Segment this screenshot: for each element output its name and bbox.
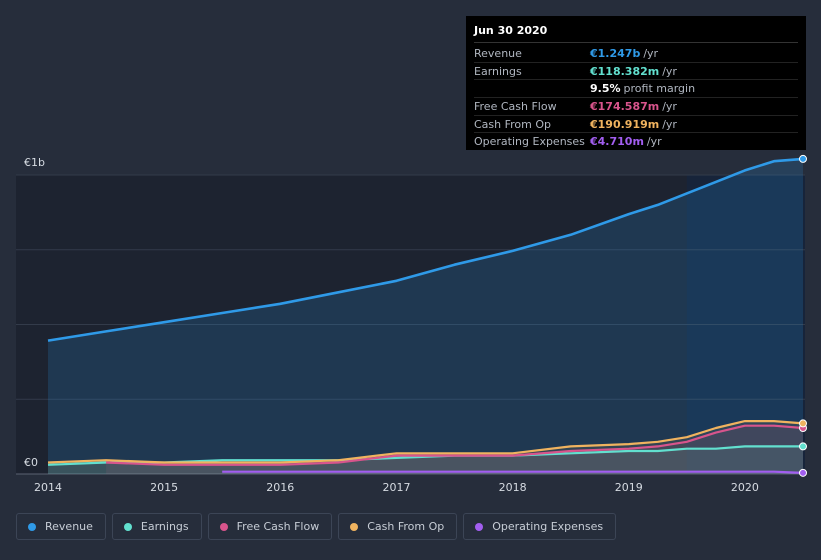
x-tick-label: 2016 — [266, 481, 294, 494]
tooltip-value: €1.247b — [590, 46, 641, 60]
legend-label: Free Cash Flow — [236, 520, 320, 533]
x-tick-label: 2015 — [150, 481, 178, 494]
tooltip-row-free-cash-flow: Free Cash Flow €174.587m /yr — [474, 98, 798, 116]
x-tick-label: 2017 — [382, 481, 410, 494]
legend-dot-icon — [350, 522, 359, 531]
tooltip-row-revenue: Revenue €1.247b /yr — [474, 45, 798, 63]
tooltip-value: €118.382m — [590, 64, 660, 78]
tooltip-value: €174.587m — [590, 99, 660, 113]
legend-item-earnings[interactable]: Earnings — [111, 513, 202, 540]
legend-item-operating-expenses[interactable]: Operating Expenses — [463, 513, 617, 540]
tooltip-label: Revenue — [474, 46, 522, 60]
line-revenue — [47, 157, 804, 342]
legend-label: Earnings — [140, 520, 189, 533]
series-areas — [48, 158, 804, 474]
area-earnings — [48, 446, 803, 474]
legend-label: Revenue — [45, 520, 93, 533]
tooltip-label: Operating Expenses — [474, 135, 585, 149]
tooltip-unit: /yr — [662, 99, 677, 113]
data-tooltip: Jun 30 2020 Revenue €1.247b /yr Earnings… — [466, 16, 806, 150]
tooltip-row-operating-expenses: Operating Expenses €4.710m /yr — [474, 133, 798, 150]
tooltip-value: €4.710m — [590, 135, 644, 149]
tooltip-row-cash-from-op: Cash From Op €190.919m /yr — [474, 116, 798, 134]
x-axis: 2014 2015 2016 2017 2018 2019 2020 — [34, 481, 759, 494]
legend: Revenue Earnings Free Cash Flow Cash Fro… — [16, 513, 617, 542]
tooltip-unit: /yr — [646, 135, 662, 149]
legend-item-revenue[interactable]: Revenue — [16, 513, 106, 540]
point-earnings — [799, 442, 807, 451]
point-operating-expenses — [799, 468, 807, 477]
legend-item-cash-from-op[interactable]: Cash From Op — [338, 513, 458, 540]
tooltip-label: Cash From Op — [474, 117, 552, 131]
tooltip-unit: /yr — [662, 64, 677, 78]
legend-label: Cash From Op — [367, 520, 445, 533]
tooltip-unit: /yr — [643, 46, 659, 60]
legend-item-free-cash-flow[interactable]: Free Cash Flow — [207, 513, 333, 540]
point-revenue — [799, 154, 807, 163]
tooltip-label: Free Cash Flow — [474, 99, 557, 113]
tooltip-value: €190.919m — [590, 117, 660, 131]
tooltip-date: Jun 30 2020 — [474, 24, 798, 43]
chart: €1b €0 2014 2015 2016 2017 2018 2019 2020 — [16, 154, 807, 494]
x-tick-label: 2020 — [731, 481, 759, 494]
x-tick-label: 2014 — [34, 481, 62, 494]
tooltip-label: Earnings — [474, 64, 522, 78]
series-end-points — [799, 154, 807, 477]
area-free-cash-flow — [106, 425, 804, 474]
line-operating-expenses — [222, 470, 804, 474]
line-free-cash-flow — [106, 424, 804, 466]
tooltip-row-profit-margin: 9.5% profit margin — [474, 80, 798, 99]
tooltip-unit: profit margin — [623, 82, 696, 96]
area-revenue — [48, 158, 803, 474]
line-cash-from-op — [47, 420, 804, 464]
y-axis: €1b €0 — [24, 156, 45, 469]
y-tick-label: €0 — [24, 456, 38, 469]
tooltip-value: 9.5% — [590, 82, 621, 96]
y-tick-label: €1b — [24, 156, 45, 169]
x-tick-label: 2019 — [615, 481, 643, 494]
area-cash-from-op — [48, 421, 803, 474]
tooltip-unit: /yr — [662, 117, 677, 131]
point-cash-from-op — [799, 419, 807, 428]
tooltip-row-earnings: Earnings €118.382m /yr — [474, 63, 798, 81]
legend-dot-icon — [123, 522, 132, 531]
legend-label: Operating Expenses — [492, 520, 604, 533]
legend-dot-icon — [475, 522, 484, 531]
x-tick-label: 2018 — [499, 481, 527, 494]
legend-dot-icon — [28, 522, 36, 531]
legend-dot-icon — [219, 522, 228, 531]
gridlines — [16, 174, 805, 475]
series-lines — [47, 157, 804, 474]
